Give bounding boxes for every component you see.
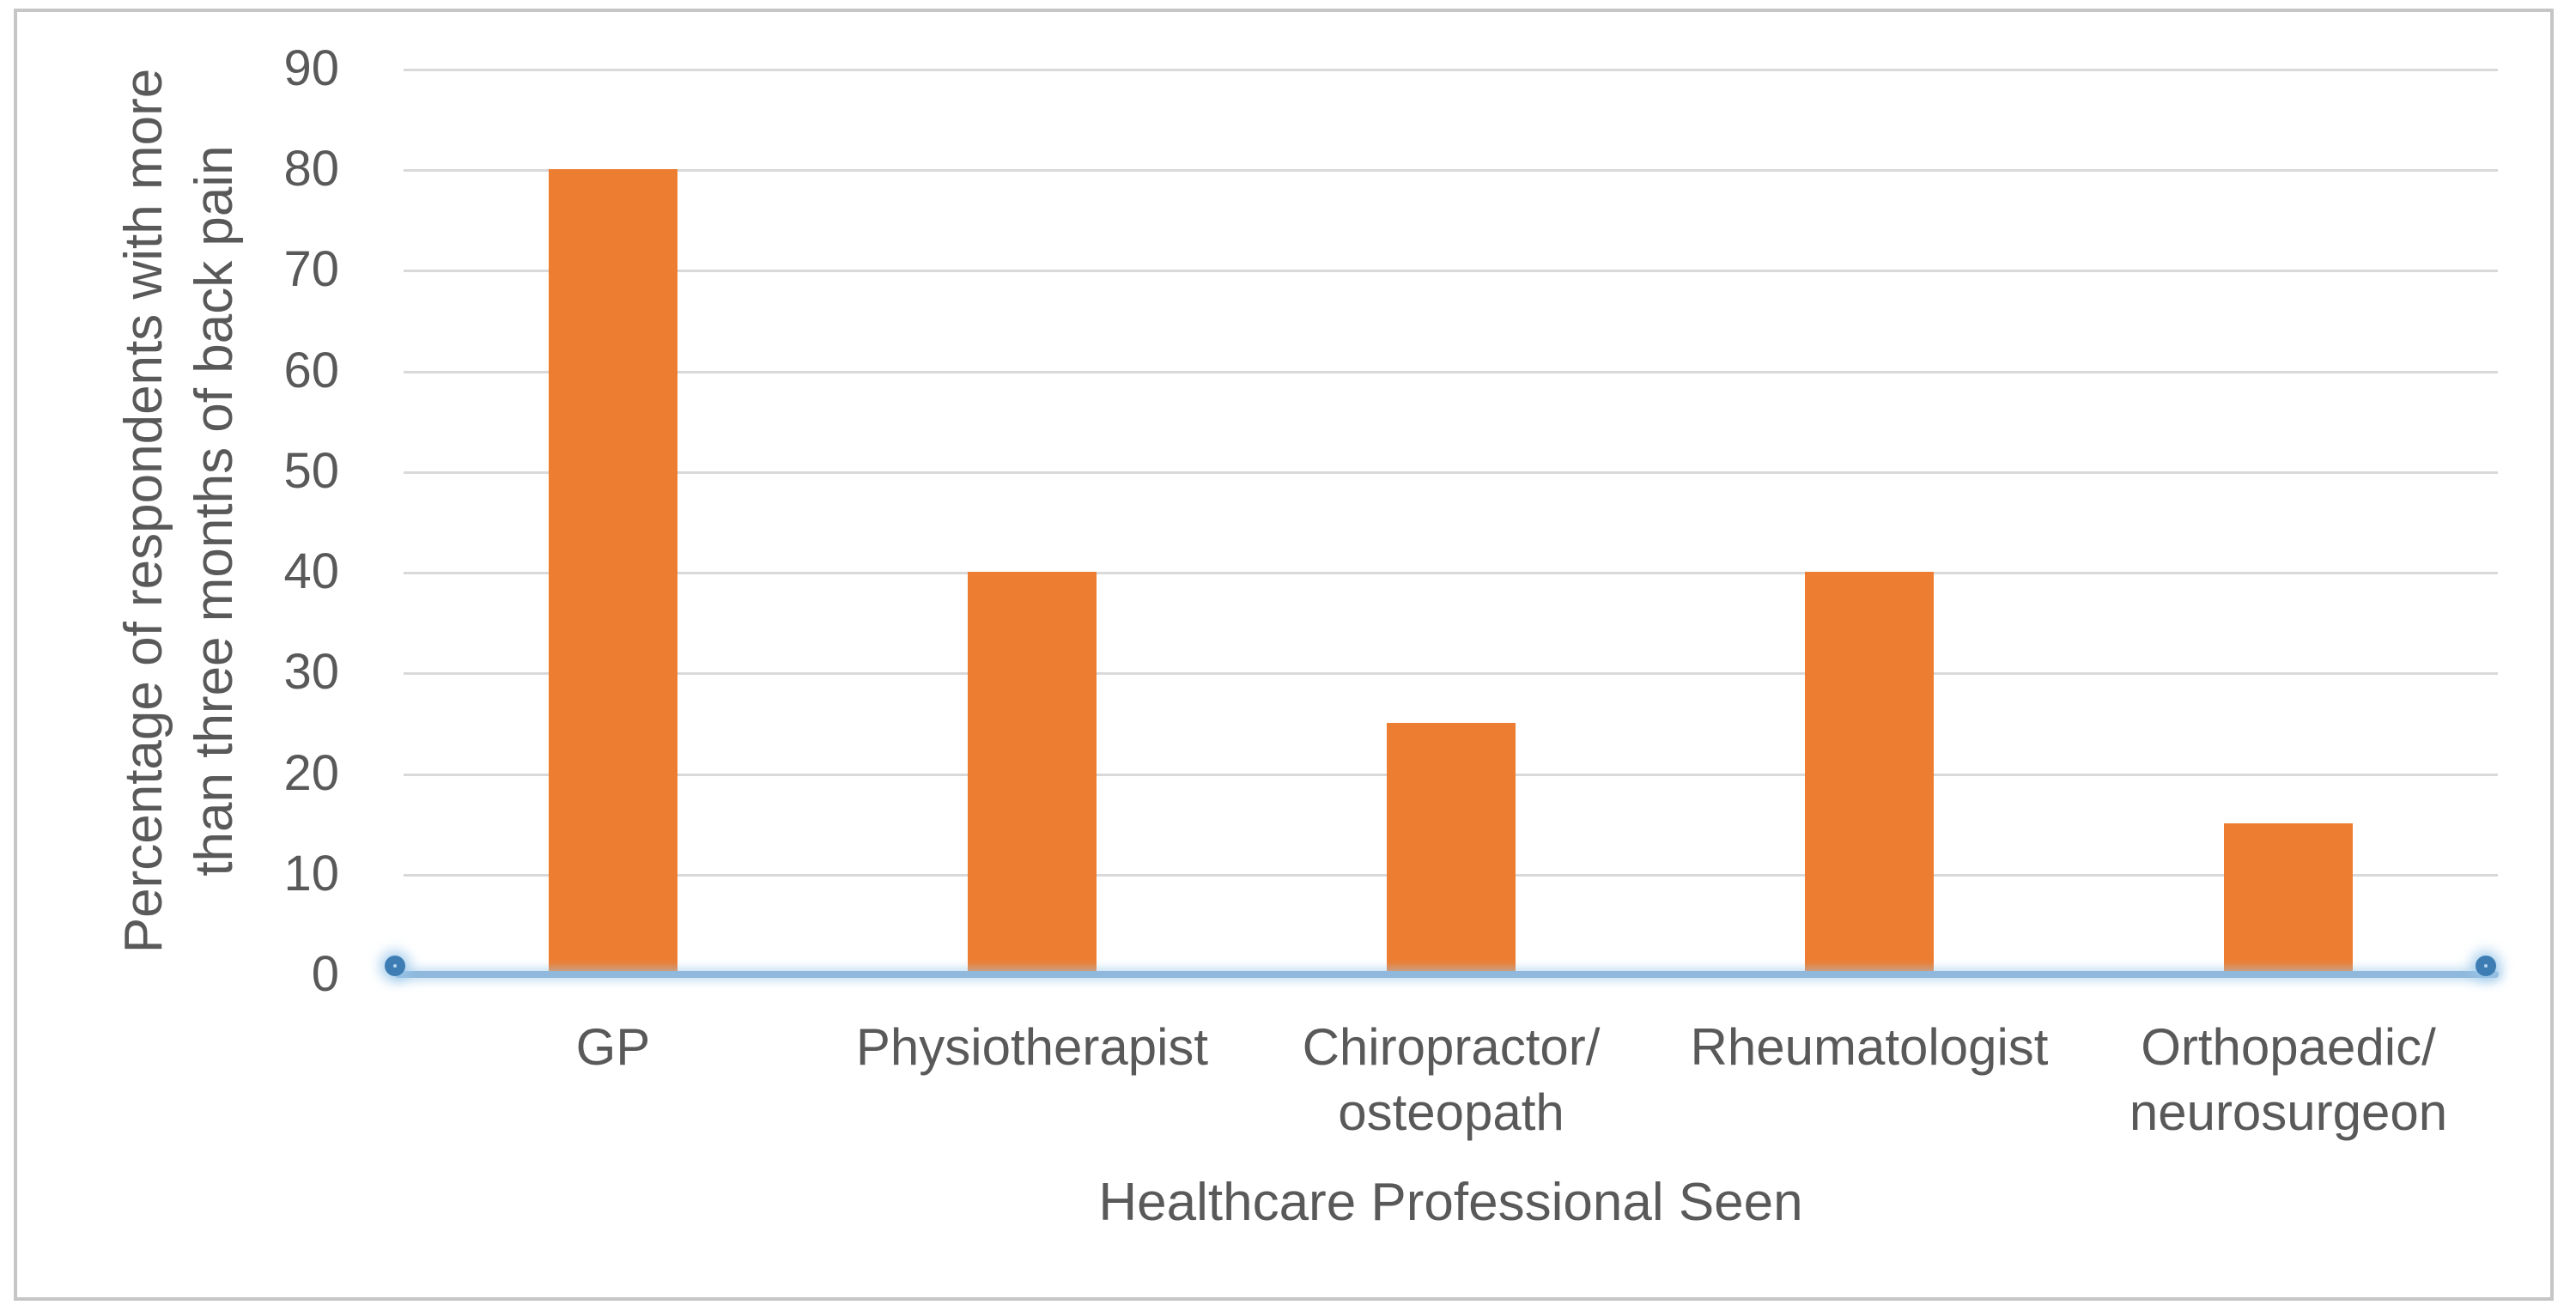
y-tick-label-80: 80 bbox=[283, 141, 339, 197]
y-tick-label-90: 90 bbox=[283, 40, 339, 96]
plot-area bbox=[404, 69, 2498, 974]
y-tick-label-50: 50 bbox=[283, 443, 339, 499]
y-tick-label-30: 30 bbox=[283, 644, 339, 700]
gridline-30 bbox=[404, 672, 2498, 675]
gridline-70 bbox=[404, 270, 2498, 272]
axis-endpoint-handle-left[interactable] bbox=[385, 956, 405, 976]
gridline-60 bbox=[404, 371, 2498, 373]
gridline-90 bbox=[404, 69, 2498, 71]
bar-rheumatologist bbox=[1805, 572, 1934, 974]
y-tick-label-20: 20 bbox=[283, 745, 339, 801]
axis-endpoint-handle-right[interactable] bbox=[2476, 956, 2496, 976]
bar-orthopaedic-neurosurgeon bbox=[2224, 823, 2353, 974]
bar-chiropractor-osteopath bbox=[1387, 723, 1516, 974]
x-label-orthopaedic-neurosurgeon: Orthopaedic/ neurosurgeon bbox=[2129, 1018, 2448, 1141]
x-label-chiropractor-osteopath: Chiropractor/ osteopath bbox=[1302, 1018, 1601, 1141]
gridline-50 bbox=[404, 471, 2498, 474]
bar-physiotherapist bbox=[968, 572, 1097, 974]
y-tick-label-10: 10 bbox=[283, 846, 339, 901]
x-axis-title: Healthcare Professional Seen bbox=[1098, 1173, 1803, 1232]
bar-gp bbox=[549, 169, 677, 974]
gridline-80 bbox=[404, 169, 2498, 172]
x-label-gp: GP bbox=[575, 1018, 651, 1076]
x-label-physiotherapist: Physiotherapist bbox=[855, 1018, 1209, 1076]
y-tick-label-60: 60 bbox=[283, 343, 339, 398]
x-label-rheumatologist: Rheumatologist bbox=[1690, 1018, 2049, 1076]
x-axis-line[interactable] bbox=[395, 971, 2499, 978]
y-tick-label-0: 0 bbox=[311, 946, 339, 1002]
gridline-40 bbox=[404, 572, 2498, 574]
chart-frame bbox=[14, 9, 2554, 1301]
y-tick-label-70: 70 bbox=[283, 241, 339, 297]
y-tick-label-40: 40 bbox=[283, 543, 339, 599]
